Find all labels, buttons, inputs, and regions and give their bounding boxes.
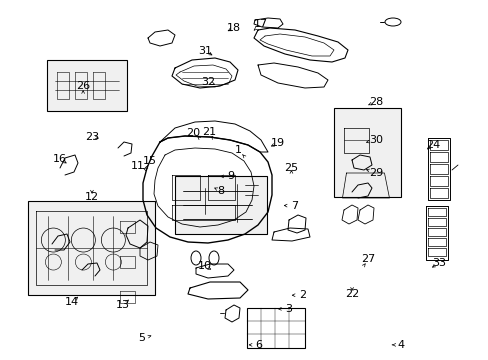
Text: 20: 20 xyxy=(186,128,200,138)
Text: 7: 7 xyxy=(290,201,297,211)
Text: 33: 33 xyxy=(431,258,445,268)
Text: 10: 10 xyxy=(197,261,211,271)
Text: 18: 18 xyxy=(226,23,240,33)
Text: 22: 22 xyxy=(344,289,359,300)
Text: 21: 21 xyxy=(202,127,216,138)
Text: 9: 9 xyxy=(227,171,234,181)
Text: 19: 19 xyxy=(270,138,284,148)
Text: 3: 3 xyxy=(285,304,291,314)
Text: 31: 31 xyxy=(198,46,212,56)
Text: 27: 27 xyxy=(361,254,375,264)
Bar xyxy=(175,176,266,234)
Text: 17: 17 xyxy=(254,19,267,30)
Text: 4: 4 xyxy=(397,340,404,350)
Text: 15: 15 xyxy=(142,156,156,166)
Text: 25: 25 xyxy=(284,163,298,174)
Text: 23: 23 xyxy=(85,132,99,142)
Text: 14: 14 xyxy=(65,297,79,307)
Text: 12: 12 xyxy=(85,192,99,202)
Text: 13: 13 xyxy=(116,300,130,310)
Text: 28: 28 xyxy=(368,96,383,107)
Bar xyxy=(47,60,127,111)
Bar xyxy=(246,308,305,348)
Text: 2: 2 xyxy=(298,290,305,300)
Text: 32: 32 xyxy=(201,77,215,87)
Bar xyxy=(28,201,154,295)
Bar xyxy=(334,108,400,197)
Text: 8: 8 xyxy=(217,186,224,196)
Text: 24: 24 xyxy=(425,140,440,150)
Text: 29: 29 xyxy=(368,168,383,178)
Text: 5: 5 xyxy=(138,333,145,343)
Text: 11: 11 xyxy=(131,161,144,171)
Text: 1: 1 xyxy=(235,145,242,156)
Text: 30: 30 xyxy=(369,135,383,145)
Text: 6: 6 xyxy=(255,340,262,350)
Text: 26: 26 xyxy=(76,81,90,91)
Text: 16: 16 xyxy=(53,154,66,164)
